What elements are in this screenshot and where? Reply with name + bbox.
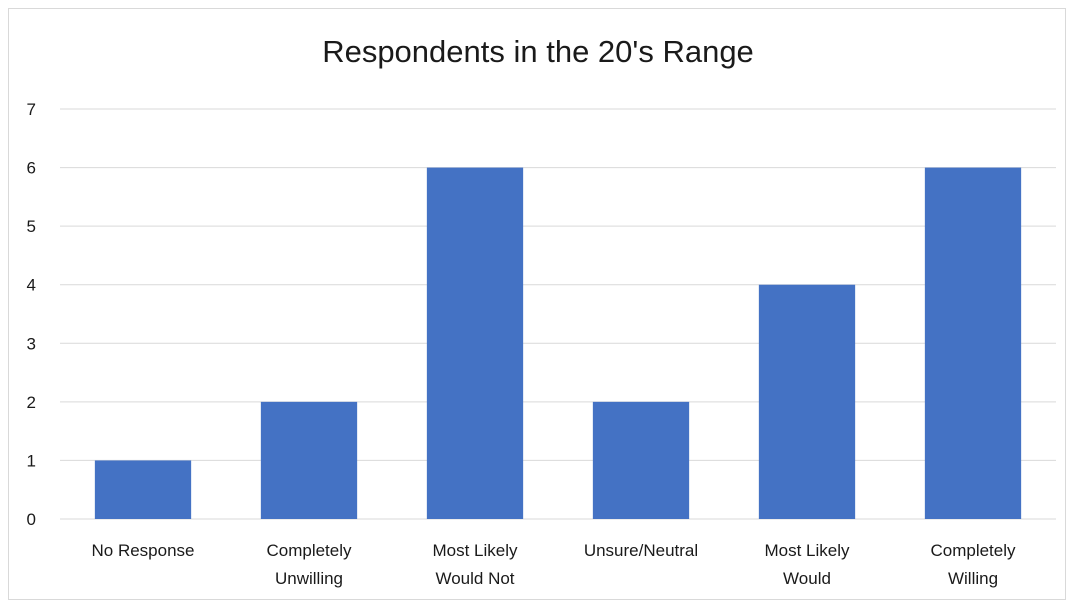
bar (260, 401, 358, 519)
bar (924, 167, 1022, 520)
x-tick-label: Would Not (435, 569, 514, 588)
y-tick-label: 0 (27, 510, 36, 529)
gridlines (60, 108, 1056, 520)
x-tick-label: Completely (930, 541, 1016, 560)
y-axis-ticks: 0 1 2 3 4 5 6 7 (27, 100, 36, 529)
y-tick-label: 7 (27, 100, 36, 119)
x-tick-label: Willing (948, 569, 998, 588)
chart-title: Respondents in the 20's Range (322, 34, 754, 69)
y-tick-label: 1 (27, 451, 36, 470)
y-tick-label: 2 (27, 393, 36, 412)
bar (94, 460, 192, 519)
x-tick-label: No Response (91, 541, 194, 560)
y-tick-label: 6 (27, 159, 36, 178)
bar (426, 167, 524, 520)
y-tick-label: 5 (27, 217, 36, 236)
x-tick-label: Unsure/Neutral (584, 541, 698, 560)
bar (758, 284, 856, 519)
y-tick-label: 4 (27, 276, 36, 295)
x-tick-label: Most Likely (764, 541, 850, 560)
bar (592, 401, 690, 519)
bars (94, 167, 1022, 520)
x-tick-label: Most Likely (432, 541, 518, 560)
x-tick-label: Completely (266, 541, 352, 560)
y-tick-label: 3 (27, 334, 36, 353)
x-tick-label: Would (783, 569, 831, 588)
x-axis-ticks: No Response Completely Unwilling Most Likel… (91, 541, 1016, 588)
x-tick-label: Unwilling (275, 569, 343, 588)
